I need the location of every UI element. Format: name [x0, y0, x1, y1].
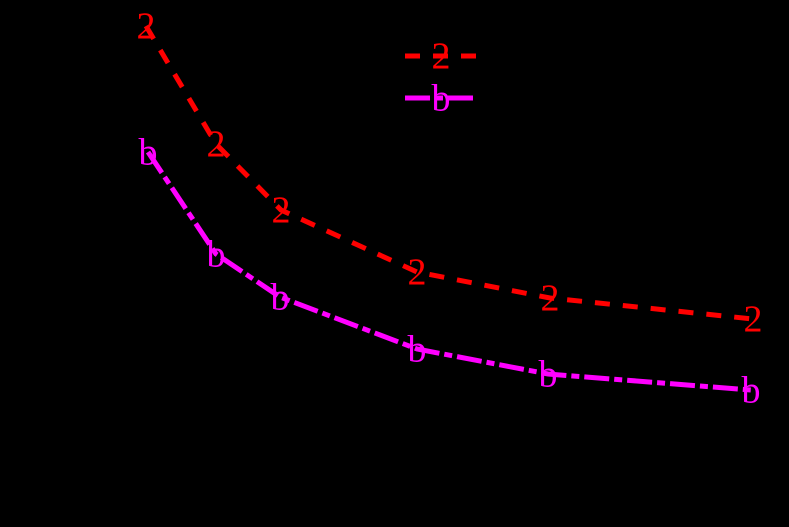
series-b-marker: b [539, 354, 558, 396]
series-b-marker: b [207, 234, 226, 276]
series-b-marker: b [139, 132, 158, 174]
series-2-marker: 2 [408, 252, 427, 294]
legend-marker-2: 2 [432, 36, 451, 78]
series-b-marker: b [408, 329, 427, 371]
series-2-marker: 2 [744, 299, 763, 341]
series-2-marker: 2 [541, 278, 560, 320]
legend-marker-b: b [432, 78, 451, 120]
series-b-line [145, 150, 752, 393]
series-2-marker: 2 [137, 6, 156, 48]
series-b-marker: b [742, 370, 761, 412]
series-2-line [143, 24, 754, 322]
series-b-marker: b [271, 277, 290, 319]
series-2-marker: 2 [272, 190, 291, 232]
series-2-marker: 2 [207, 124, 226, 166]
